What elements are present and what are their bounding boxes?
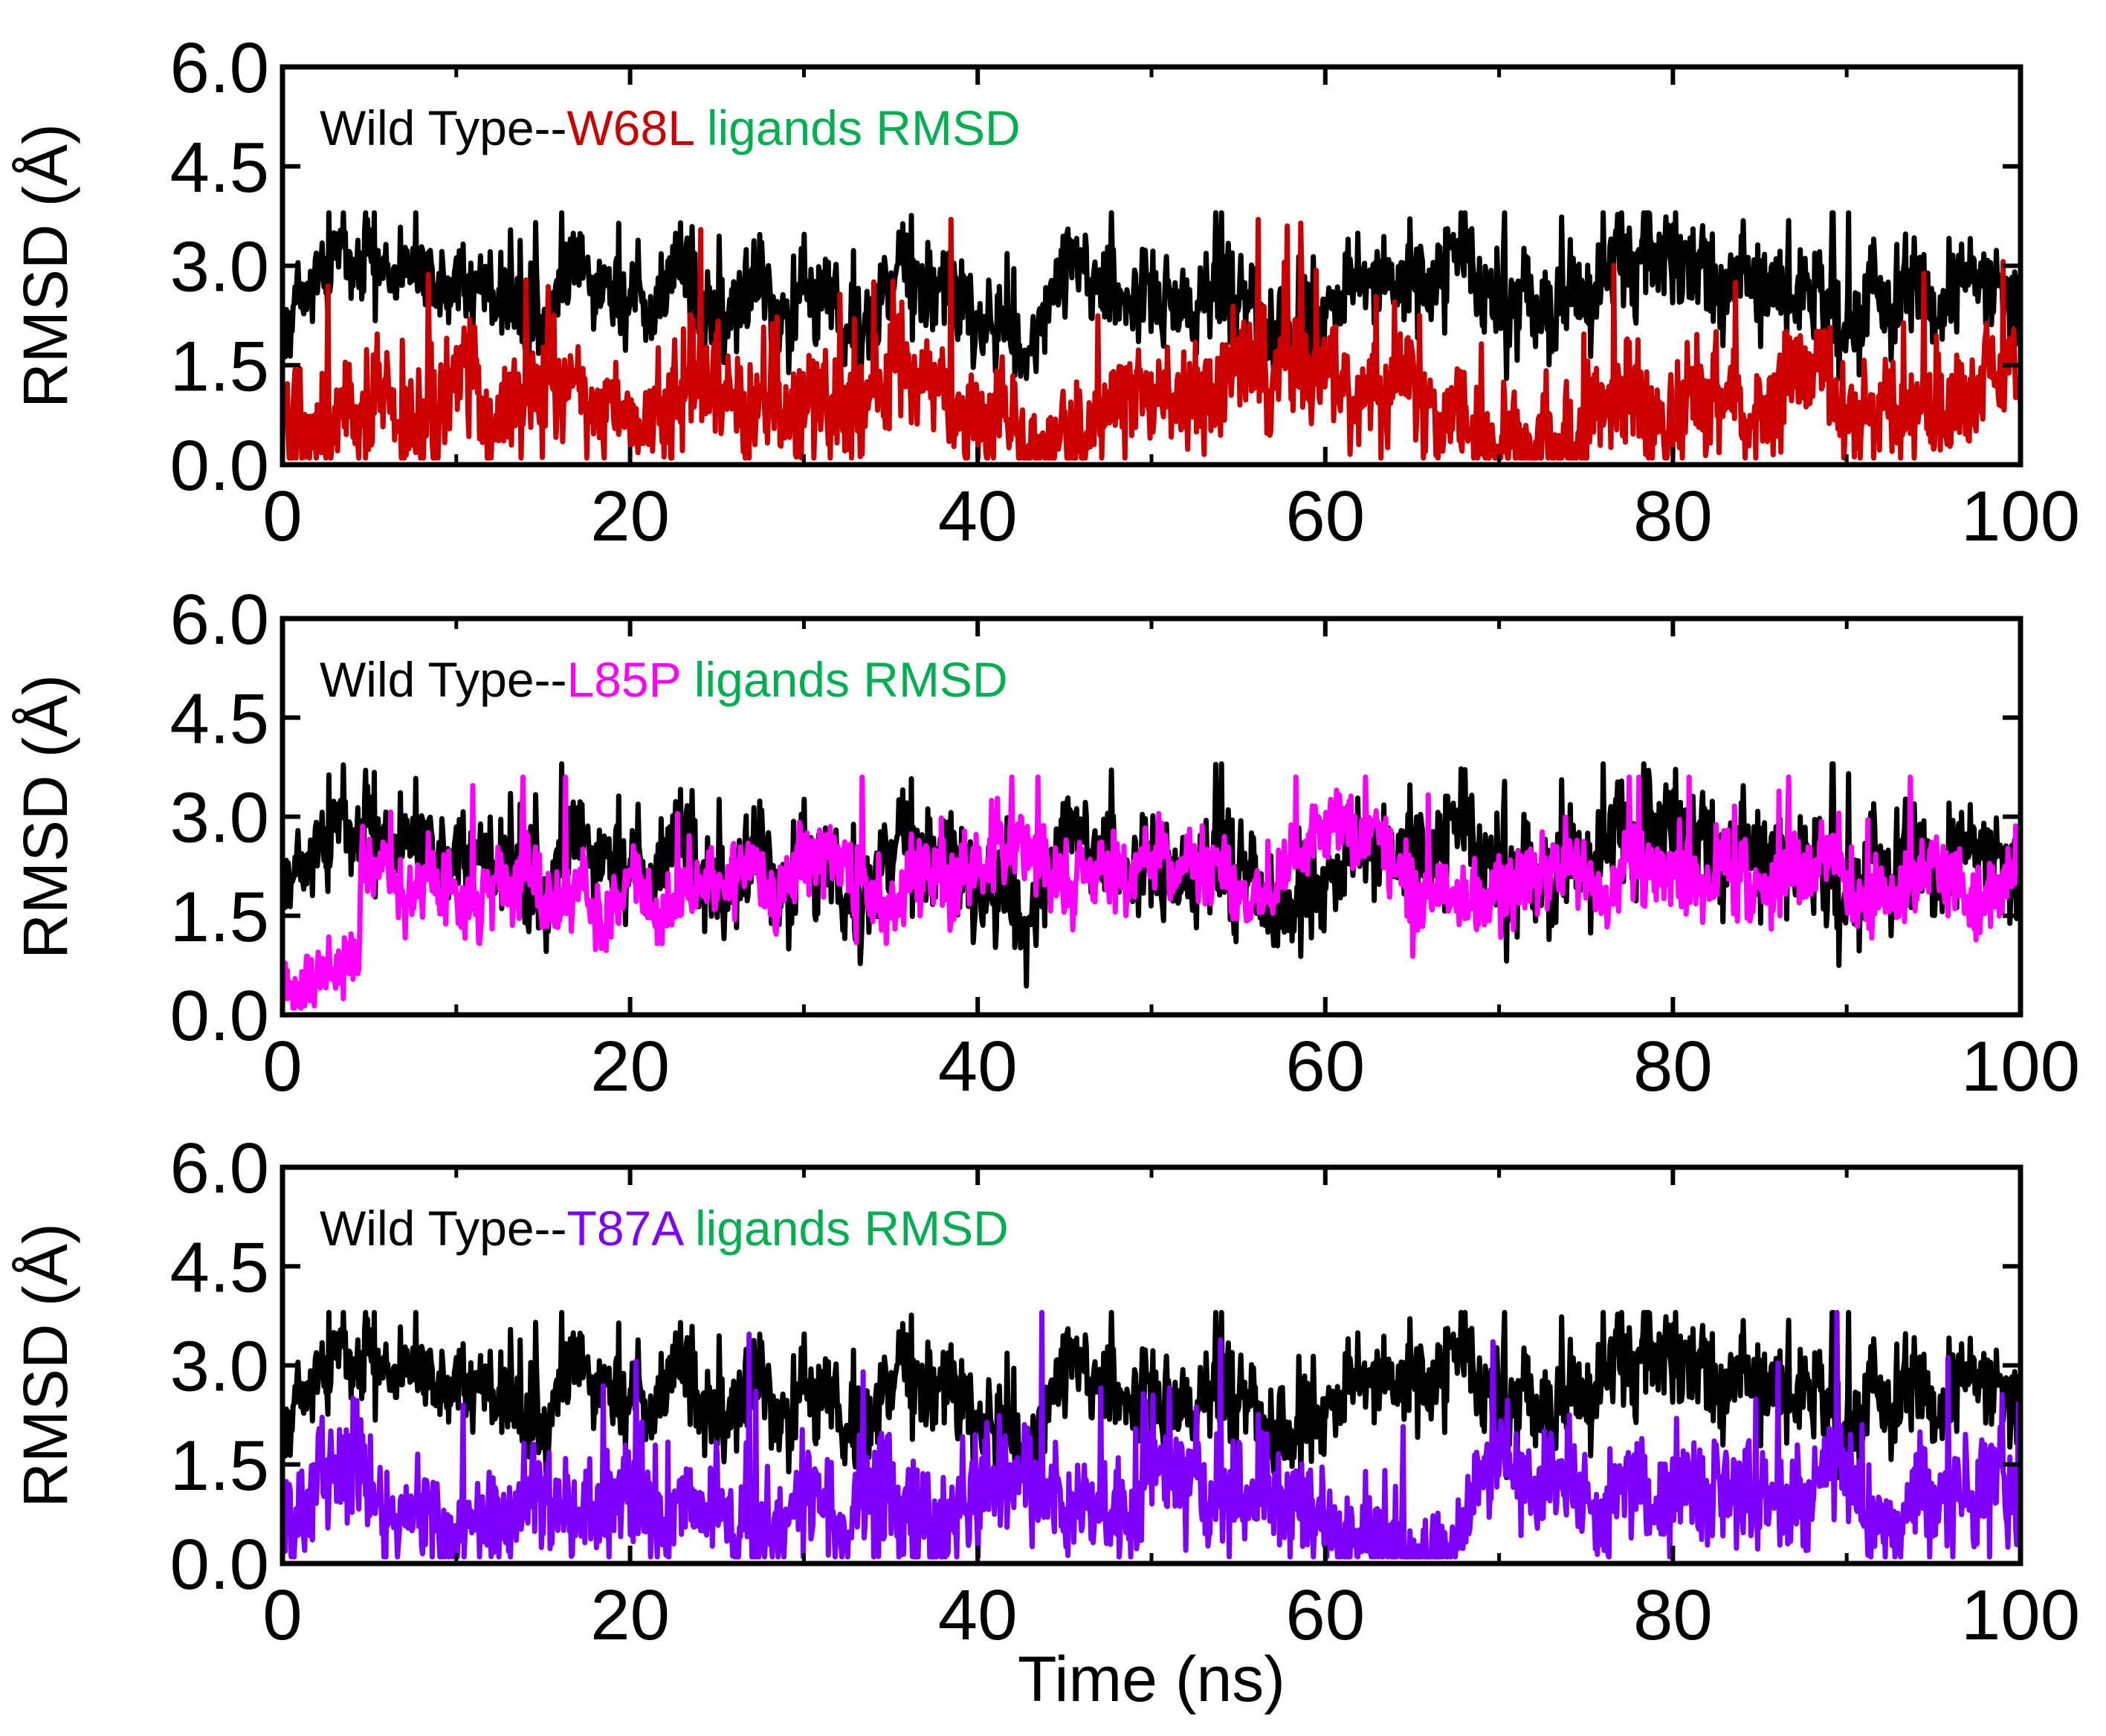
panel-title-part: L85P [567,652,681,707]
panel-title-part: W68L [567,100,694,155]
y-tick-label: 3.0 [170,1327,269,1407]
series-group [282,210,2021,461]
series-line-wild-type [282,210,2021,381]
series-line-w68l [282,216,2021,461]
series-line-t87a [282,1309,2021,1560]
series-group [282,1309,2021,1560]
panel-title-part: Wild Type-- [320,652,567,707]
y-tick-label: 4.5 [170,679,269,758]
panel-title: Wild Type--T87A ligands RMSD [320,1201,1009,1256]
y-axis-label: RMSD (Å) [10,1223,80,1508]
y-tick-label: 1.5 [170,877,269,957]
x-tick-label: 100 [1961,477,2080,556]
y-tick-label: 6.0 [170,1129,269,1208]
panel-title-part: ligands RMSD [682,1201,1009,1256]
x-tick-label: 0 [262,1575,302,1655]
y-tick-label: 0.0 [170,976,269,1056]
series-line-wild-type [282,761,2021,989]
chart-panel-3: 0 20 40 60 80 100 0.0 1.5 3.0 4.5 6.0 RMSD (Å) Wild … [10,1129,2080,1715]
x-tick-label: 0 [262,1027,302,1106]
y-tick-label: 0.0 [170,426,269,506]
x-tick-label: 80 [1633,1027,1713,1106]
x-tick-label: 100 [1961,1027,2080,1106]
x-tick-label: 0 [262,477,302,556]
panel-title-part: Wild Type-- [320,1201,567,1256]
y-tick-label: 4.5 [170,128,269,207]
series-group [282,761,2021,1011]
y-tick-label: 1.5 [170,1426,269,1506]
chart-panel-1: 0 20 40 60 80 100 0.0 1.5 3.0 4.5 6.0 RMSD (Å) Wild … [10,28,2080,556]
y-tick-label: 3.0 [170,228,269,307]
x-tick-label: 80 [1633,1575,1713,1655]
panel-title-part: ligands RMSD [693,100,1020,155]
x-tick-label: 60 [1285,1027,1365,1106]
y-tick-label: 6.0 [170,28,269,108]
y-axis-label: RMSD (Å) [10,123,80,408]
panel-title: Wild Type--L85P ligands RMSD [320,652,1008,707]
y-tick-label: 4.5 [170,1227,269,1307]
x-axis-label: Time (ns) [1018,1644,1285,1715]
x-tick-label: 100 [1961,1575,2080,1655]
series-line-l85p [282,774,2021,1011]
x-tick-label: 20 [590,477,670,556]
panel-title: Wild Type--W68L ligands RMSD [320,100,1021,155]
y-tick-label: 3.0 [170,778,269,858]
panel-title-part: ligands RMSD [680,652,1007,707]
x-tick-label: 20 [590,1575,670,1655]
panel-title-part: T87A [567,1201,685,1256]
x-tick-label: 80 [1633,477,1713,556]
x-tick-label: 40 [938,1027,1018,1106]
x-tick-label: 60 [1285,477,1365,556]
y-tick-label: 1.5 [170,326,269,406]
y-tick-label: 0.0 [170,1525,269,1604]
x-tick-label: 40 [938,477,1018,556]
x-tick-label: 20 [590,1027,670,1106]
y-axis-label: RMSD (Å) [10,674,80,959]
panel-title-part: Wild Type-- [320,100,567,155]
y-tick-label: 6.0 [170,580,269,659]
chart-panel-2: 0 20 40 60 80 100 0.0 1.5 3.0 4.5 6.0 RMSD (Å) Wild … [10,580,2080,1106]
x-tick-label: 40 [938,1575,1018,1655]
x-tick-label: 60 [1285,1575,1365,1655]
